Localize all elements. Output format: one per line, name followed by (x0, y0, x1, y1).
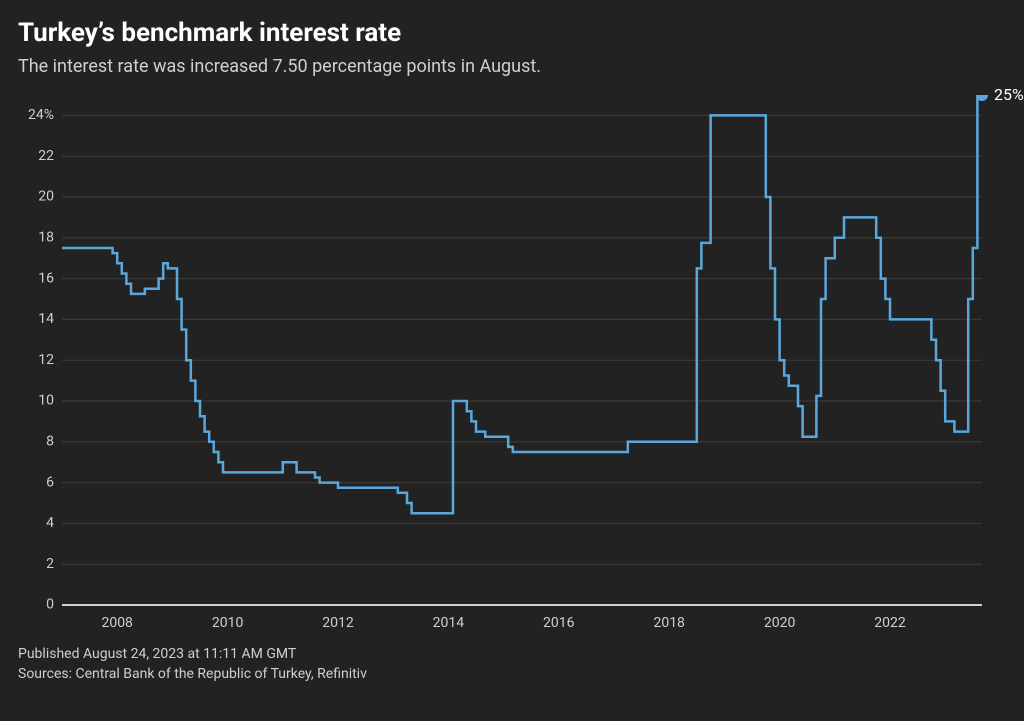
x-ticks: 2008 2010 2012 2014 2016 2018 2020 2022 (101, 615, 905, 631)
x-tick-label: 2010 (212, 615, 244, 631)
rate-step-line (62, 95, 982, 513)
x-tick-label: 2018 (653, 615, 685, 631)
y-tick-label: 6 (46, 474, 54, 490)
y-tick-label: 2 (46, 556, 54, 572)
endpoint-label: 25% (994, 85, 1024, 104)
y-tick-label: 22 (38, 148, 54, 164)
chart-plot-area: 024681012141618202224%200820102012201420… (18, 95, 1024, 635)
x-tick-label: 2008 (101, 615, 133, 631)
y-tick-label: 18 (38, 230, 54, 246)
chart-footer: Published August 24, 2023 at 11:11 AM GM… (18, 645, 1014, 684)
y-tick-label: 14 (38, 311, 54, 327)
chart-subtitle: The interest rate was increased 7.50 per… (18, 56, 1014, 77)
chart-svg: 024681012141618202224%200820102012201420… (18, 95, 1024, 635)
y-tick-label: 16 (38, 270, 54, 286)
y-tick-label: 0 (46, 597, 54, 613)
x-tick-label: 2020 (764, 615, 796, 631)
chart-container: Turkey’s benchmark interest rate The int… (0, 0, 1024, 721)
y-tick-label: 12 (38, 352, 54, 368)
x-tick-label: 2016 (543, 615, 575, 631)
footer-sources: Sources: Central Bank of the Republic of… (18, 665, 1014, 685)
y-tick-label: 8 (46, 434, 54, 450)
y-tick-label: 10 (38, 393, 54, 409)
chart-title: Turkey’s benchmark interest rate (18, 18, 1014, 48)
x-tick-label: 2012 (322, 615, 354, 631)
footer-published: Published August 24, 2023 at 11:11 AM GM… (18, 645, 1014, 665)
y-tick-label: 24% (28, 107, 54, 123)
y-tick-label: 4 (46, 515, 54, 531)
x-tick-label: 2014 (433, 615, 465, 631)
y-tick-label: 20 (38, 189, 54, 205)
x-tick-label: 2022 (874, 615, 906, 631)
gridlines: 0 2 4 6 8 10 12 14 16 18 20 22 24% (28, 107, 982, 613)
